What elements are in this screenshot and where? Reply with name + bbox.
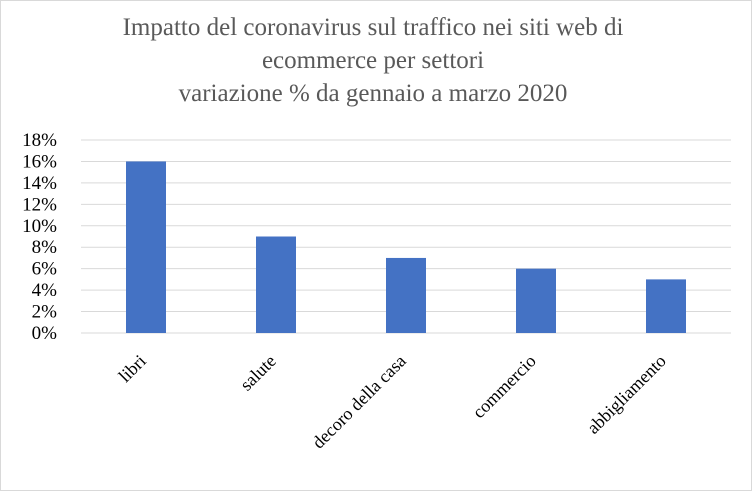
- y-tick-label: 12%: [22, 194, 57, 215]
- y-tick-label: 16%: [22, 151, 57, 172]
- gridlines: [81, 139, 731, 334]
- bar-abbigliamento: [646, 279, 686, 333]
- y-tick-label: 10%: [22, 216, 57, 237]
- y-tick-label: 8%: [32, 237, 58, 258]
- x-category-label: salute: [236, 351, 280, 395]
- x-category-label: commercio: [468, 351, 539, 422]
- y-tick-label: 14%: [22, 173, 57, 194]
- y-axis-tick-labels: 0%2%4%6%8%10%12%14%16%18%: [22, 130, 57, 344]
- x-category-label: decoro della casa: [308, 351, 410, 453]
- bar-libri: [126, 161, 166, 333]
- y-tick-label: 0%: [32, 323, 58, 344]
- bars: [126, 161, 686, 333]
- x-category-label: libri: [115, 351, 150, 386]
- bar-commercio: [516, 268, 556, 333]
- x-axis-category-labels: libri salute decoro della casa commercio abb…: [115, 351, 670, 453]
- bar-salute: [256, 236, 296, 333]
- title-line-3: variazione % da gennaio a marzo 2020: [179, 80, 568, 107]
- y-tick-label: 4%: [32, 280, 58, 301]
- y-tick-label: 2%: [32, 302, 58, 323]
- bar-decoro-della-casa: [386, 257, 426, 333]
- title-line-1: Impatto del coronavirus sul traffico nei…: [123, 14, 624, 41]
- title-line-2: ecommerce per settori: [262, 47, 484, 74]
- chart-title: Impatto del coronavirus sul traffico nei…: [123, 14, 624, 107]
- y-tick-label: 18%: [22, 130, 57, 151]
- y-tick-label: 6%: [32, 259, 58, 280]
- x-category-label: abbigliamento: [583, 351, 670, 438]
